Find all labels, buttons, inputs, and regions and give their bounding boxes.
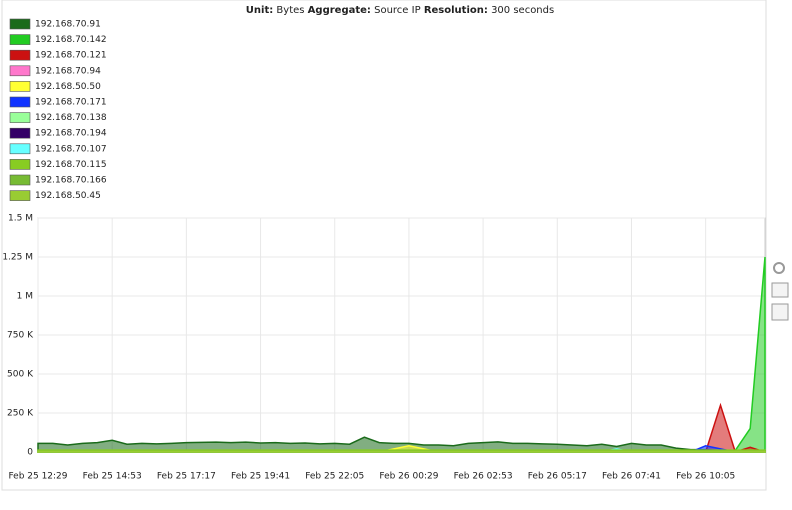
x-tick-label: Feb 26 10:05 bbox=[676, 472, 735, 482]
legend-label: 192.168.70.115 bbox=[35, 160, 107, 170]
legend-swatch bbox=[10, 144, 30, 154]
y-tick-label: 1.25 M bbox=[2, 253, 33, 263]
legend-swatch bbox=[10, 128, 30, 138]
x-tick-label: Feb 26 05:17 bbox=[528, 472, 587, 482]
header: Unit: Bytes Aggregate: Source IP Resolut… bbox=[246, 5, 554, 16]
legend-swatch bbox=[10, 81, 30, 91]
y-tick-label: 0 bbox=[27, 448, 33, 458]
x-tick-label: Feb 26 02:53 bbox=[454, 472, 513, 482]
unit: Bytes bbox=[276, 5, 304, 16]
legend-swatch bbox=[10, 159, 30, 169]
x-tick-label: Feb 26 07:41 bbox=[602, 472, 661, 482]
resolution: 300 seconds bbox=[491, 5, 554, 16]
legend-label: 192.168.70.166 bbox=[35, 176, 107, 186]
legend-label: 192.168.70.94 bbox=[35, 66, 101, 76]
unit-label: Unit: bbox=[246, 5, 273, 16]
legend-swatch bbox=[10, 113, 30, 123]
y-tick-label: 750 K bbox=[7, 331, 34, 341]
table-icon[interactable] bbox=[772, 304, 788, 320]
legend-swatch bbox=[10, 19, 30, 29]
chart-icon[interactable] bbox=[772, 283, 788, 297]
x-tick-label: Feb 25 14:53 bbox=[83, 472, 142, 482]
y-tick-label: 250 K bbox=[7, 409, 34, 419]
legend-label: 192.168.70.91 bbox=[35, 20, 101, 30]
x-tick-label: Feb 25 19:41 bbox=[231, 472, 290, 482]
legend-label: 192.168.70.194 bbox=[35, 129, 107, 139]
x-tick-label: Feb 25 12:29 bbox=[8, 472, 67, 482]
y-tick-label: 1.5 M bbox=[8, 214, 33, 224]
legend-label: 192.168.50.45 bbox=[35, 191, 101, 201]
legend-swatch bbox=[10, 50, 30, 60]
legend-label: 192.168.70.142 bbox=[35, 35, 107, 45]
resolution-label: Resolution: bbox=[424, 5, 488, 16]
legend-swatch bbox=[10, 175, 30, 185]
legend-label: 192.168.50.50 bbox=[35, 82, 101, 92]
x-tick-label: Feb 25 22:05 bbox=[305, 472, 364, 482]
aggregate-label: Aggregate: bbox=[308, 5, 371, 16]
aggregate: Source IP bbox=[374, 5, 421, 16]
y-tick-label: 500 K bbox=[7, 370, 34, 380]
legend-swatch bbox=[10, 191, 30, 201]
y-tick-label: 1 M bbox=[17, 292, 33, 302]
legend-label: 192.168.70.138 bbox=[35, 113, 107, 123]
legend-swatch bbox=[10, 97, 30, 107]
x-tick-label: Feb 25 17:17 bbox=[157, 472, 216, 482]
x-tick-label: Feb 26 00:29 bbox=[379, 472, 438, 482]
legend-swatch bbox=[10, 35, 30, 45]
legend-swatch bbox=[10, 66, 30, 76]
legend-label: 192.168.70.121 bbox=[35, 51, 107, 61]
legend-label: 192.168.70.171 bbox=[35, 98, 107, 108]
legend-label: 192.168.70.107 bbox=[35, 144, 107, 154]
